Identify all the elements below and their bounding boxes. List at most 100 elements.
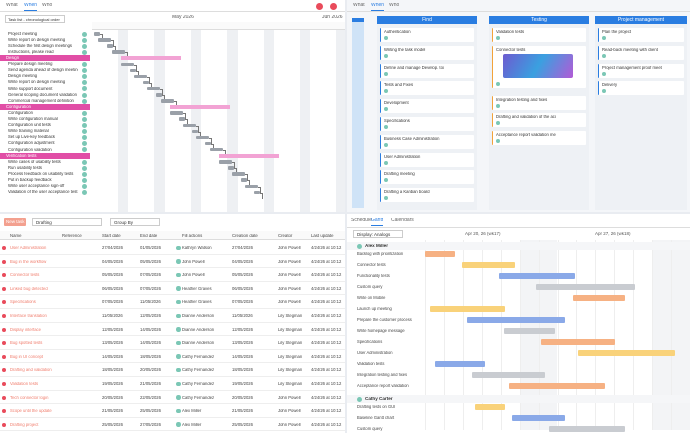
task-label[interactable]: Specifications [357, 340, 383, 344]
task-label[interactable]: Backlog with prioritization [357, 252, 404, 256]
task-link[interactable]: Drafting project [10, 422, 39, 427]
task-name[interactable]: Instructions, please read [8, 49, 54, 54]
task-card[interactable]: Read-back meeting with client [598, 45, 684, 60]
task-card[interactable]: Delivery [598, 81, 684, 96]
task-name[interactable]: Configuration unit tests [8, 123, 51, 128]
tab[interactable]: Calendars [391, 218, 414, 223]
group-select[interactable]: Group By [110, 218, 160, 226]
tab[interactable]: Gantt [371, 218, 384, 226]
tab[interactable]: What [6, 3, 18, 8]
task-label[interactable]: Drafting tests on GUI [357, 405, 396, 409]
task-name[interactable]: Commercial management definition [8, 98, 74, 103]
task-name[interactable]: Write user acceptance sign-off [8, 184, 65, 189]
task-name[interactable]: Process feedback on usability tests [8, 171, 74, 176]
tab[interactable]: When [24, 3, 38, 11]
task-link[interactable]: Specifications [10, 300, 36, 305]
column-header[interactable]: End date [140, 233, 158, 238]
task-link[interactable]: Connector tests [10, 273, 40, 278]
task-name[interactable]: Configuration adjustment [8, 141, 55, 146]
task-name[interactable]: Send agenda ahead of design meeting [8, 68, 78, 73]
task-name[interactable]: Write report on design meeting [8, 37, 66, 42]
column-header[interactable]: Find [377, 16, 477, 24]
task-label[interactable]: Functionality tests [357, 274, 390, 278]
task-card[interactable]: Business Case Administration [380, 134, 474, 149]
task-name[interactable]: Put in backup feedback [8, 178, 52, 182]
task-link[interactable]: Bug in UI concept [10, 354, 44, 359]
task-card[interactable]: Define and manage Develop. tool [380, 63, 474, 78]
task-name[interactable]: Schedule the first design meetings [8, 43, 73, 48]
task-card[interactable]: Authentication [380, 28, 474, 42]
person-name[interactable]: Alex Miller [365, 244, 388, 248]
task-name[interactable]: Project meeting [8, 31, 38, 36]
column-header[interactable]: Name [10, 233, 22, 238]
sort-select[interactable]: Task list - chronological order [5, 15, 65, 23]
task-card[interactable]: User Administration [380, 152, 474, 167]
task-link[interactable]: Bug spotted tests [10, 341, 43, 346]
task-name[interactable]: General scoping document validation [8, 92, 77, 97]
task-card[interactable]: Writing the task model [380, 45, 474, 60]
task-label[interactable]: User Administration [357, 351, 393, 355]
task-label[interactable]: Custom query [357, 427, 383, 431]
section-title[interactable]: Verification tests [6, 153, 37, 158]
task-label[interactable]: Validation tests [357, 362, 385, 366]
section-title[interactable]: Design [6, 56, 20, 60]
task-label[interactable]: Integration testing and fixes [357, 373, 408, 377]
person-name[interactable]: Cathy Carter [365, 397, 393, 401]
task-name[interactable]: Write cases of usability tests [8, 159, 61, 164]
section-title[interactable]: Configuration [6, 104, 31, 109]
task-name[interactable]: Write configuration manual [8, 117, 58, 121]
task-card[interactable]: Drafting and validation of the acceptanc… [492, 113, 586, 128]
task-label[interactable]: Baseline Gantt chart [357, 416, 395, 420]
task-card[interactable]: Acceptance report validation meeting [492, 131, 586, 146]
task-link[interactable]: Scope until the update [10, 409, 52, 414]
task-name[interactable]: Prepare design meeting [8, 62, 53, 67]
task-label[interactable]: Write on Mobile [357, 296, 386, 300]
task-card[interactable]: Integration testing and fixes [492, 95, 586, 110]
task-link[interactable]: Display interface [10, 327, 41, 332]
column-header[interactable]: Reference [62, 233, 82, 238]
tab[interactable]: Who [389, 3, 400, 8]
task-card[interactable]: Tests and Fixes [380, 81, 474, 96]
task-card[interactable]: Drafting meeting [380, 170, 474, 185]
task-link[interactable]: Bug in the workflow [10, 259, 47, 264]
task-card[interactable]: Connector tests [492, 45, 586, 88]
tab[interactable]: Schedule [351, 218, 372, 223]
column-header[interactable]: Project management [595, 16, 687, 24]
task-name[interactable]: Set up Live-key feedback [8, 135, 56, 140]
task-link[interactable]: User Administration [10, 246, 47, 250]
task-card[interactable]: Plan the project [598, 28, 684, 42]
task-link[interactable]: Interface translation [10, 314, 47, 318]
task-card[interactable]: Specifications [380, 117, 474, 131]
task-card[interactable]: Development [380, 99, 474, 114]
column-header[interactable]: Last update [311, 233, 334, 238]
column-header[interactable]: Fill actions [182, 233, 203, 238]
task-name[interactable]: Write support document [8, 86, 53, 91]
filter-select[interactable]: Drafting [32, 218, 102, 226]
column-header[interactable]: Creator [278, 233, 293, 238]
task-name[interactable]: Write report on design meeting [8, 80, 66, 85]
tab[interactable]: What [353, 3, 365, 8]
task-link[interactable]: Tech connector login [10, 395, 49, 400]
task-label[interactable]: Acceptance report validation [357, 384, 409, 388]
task-label[interactable]: Prepare the customer process [357, 318, 412, 322]
task-link[interactable]: Validation tests [10, 382, 39, 386]
task-card[interactable]: Validation tests [492, 28, 586, 42]
task-link[interactable]: Drafting and validation [10, 368, 52, 373]
task-name[interactable]: Validation of the user acceptance test [8, 190, 78, 195]
new-task-button[interactable]: New task [4, 218, 26, 226]
column-header[interactable]: Creation date [232, 233, 258, 238]
tab[interactable]: When [371, 3, 385, 11]
column-header[interactable]: Start date [102, 233, 121, 238]
task-name[interactable]: Design meeting [8, 74, 38, 79]
task-name[interactable]: Run usability tests [8, 165, 42, 170]
tab[interactable]: Who [42, 3, 53, 8]
task-link[interactable]: Linked bug detected [10, 286, 48, 291]
task-label[interactable]: Launch up meeting [357, 307, 392, 311]
task-label[interactable]: Connector tests [357, 263, 386, 267]
display-select[interactable]: Display: Analogs [353, 230, 403, 238]
task-label[interactable]: Custom query [357, 285, 383, 289]
task-name[interactable]: Write training material [8, 129, 49, 134]
task-card[interactable]: Drafting a Kanban board [380, 188, 474, 203]
task-card[interactable]: Project management proof meeting [598, 63, 684, 78]
column-header[interactable]: Testing [489, 16, 589, 24]
